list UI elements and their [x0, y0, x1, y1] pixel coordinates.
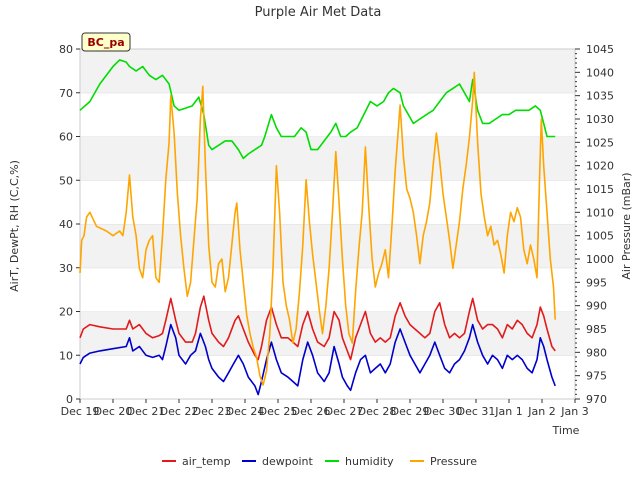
- series-line-pressure: [79, 71, 556, 386]
- x-tick-label: Jan 2: [527, 405, 555, 418]
- right-tick-label: 1020: [586, 160, 614, 173]
- grid-band: [80, 49, 575, 93]
- right-axis: 970 975 980 985 990 995 1000 1005 1010 1015 1020 10…: [575, 43, 614, 406]
- left-tick-label: 40: [59, 218, 73, 231]
- right-tick-label: 1030: [586, 113, 614, 126]
- site-label: BC_pa: [87, 36, 124, 49]
- right-tick-label: 990: [586, 300, 607, 313]
- left-tick-label: 70: [59, 87, 73, 100]
- right-tick-label: 985: [586, 323, 607, 336]
- right-tick-label: 995: [586, 276, 607, 289]
- grid-bands: [80, 48, 575, 399]
- series-line-dewpoint: [79, 323, 556, 396]
- site-label-box: BC_pa: [81, 32, 131, 52]
- x-tick-label: Dec 24: [226, 405, 265, 418]
- x-axis-label: Time: [552, 424, 580, 437]
- grid-band: [80, 136, 575, 181]
- left-tick-label: 50: [59, 174, 73, 187]
- right-tick-label: 1000: [586, 253, 614, 266]
- left-tick-label: 60: [59, 131, 73, 144]
- y-axis-right-label: Air Pressure (mBar): [620, 172, 633, 279]
- x-tick-label: Jan 3: [560, 405, 588, 418]
- left-tick-label: 20: [59, 306, 73, 319]
- left-axis: 0 10 20 30 40 50 60 70 80: [59, 43, 80, 406]
- right-tick-label: 1025: [586, 136, 614, 149]
- series-line-humidity: [79, 59, 556, 160]
- x-tick-label: Dec 21: [127, 405, 166, 418]
- right-tick-label: 970: [586, 393, 607, 406]
- x-tick-label: Dec 20: [94, 405, 133, 418]
- right-tick-label: 1005: [586, 230, 614, 243]
- left-tick-label: 0: [66, 393, 73, 406]
- x-tick-label: Dec 31: [457, 405, 496, 418]
- legend-label: air_temp: [182, 455, 231, 468]
- right-tick-label: 1040: [586, 66, 614, 79]
- left-tick-label: 10: [59, 349, 73, 362]
- y-axis-left-label: AirT, DewPt, RH (C,C,%): [8, 160, 21, 292]
- left-tick-label: 30: [59, 262, 73, 275]
- legend: air_temp dewpoint humidity Pressure: [162, 455, 477, 468]
- series-lines: [79, 59, 556, 396]
- x-tick-label: Dec 30: [424, 405, 463, 418]
- x-tick-label: Dec 29: [391, 405, 430, 418]
- x-tick-label: Dec 19: [61, 405, 100, 418]
- series-line-air-temp: [79, 295, 556, 361]
- right-tick-label: 1035: [586, 90, 614, 103]
- grid-band: [80, 180, 575, 224]
- left-tick-label: 80: [59, 43, 73, 56]
- right-tick-label: 1015: [586, 183, 614, 196]
- legend-label: Pressure: [430, 455, 477, 468]
- right-tick-label: 1010: [586, 206, 614, 219]
- x-tick-label: Dec 28: [358, 405, 397, 418]
- grid-band: [80, 92, 575, 137]
- x-tick-label: Dec 26: [292, 405, 331, 418]
- right-tick-label: 1045: [586, 43, 614, 56]
- x-tick-label: Dec 25: [259, 405, 298, 418]
- right-tick-label: 980: [586, 346, 607, 359]
- x-tick-label: Dec 27: [325, 405, 364, 418]
- chart-title: Purple Air Met Data: [255, 5, 382, 20]
- x-tick-label: Dec 23: [193, 405, 232, 418]
- legend-label: humidity: [345, 455, 394, 468]
- x-tick-label: Dec 22: [160, 405, 199, 418]
- x-tick-label: Jan 1: [494, 405, 522, 418]
- legend-label: dewpoint: [262, 455, 313, 468]
- right-tick-label: 975: [586, 370, 607, 383]
